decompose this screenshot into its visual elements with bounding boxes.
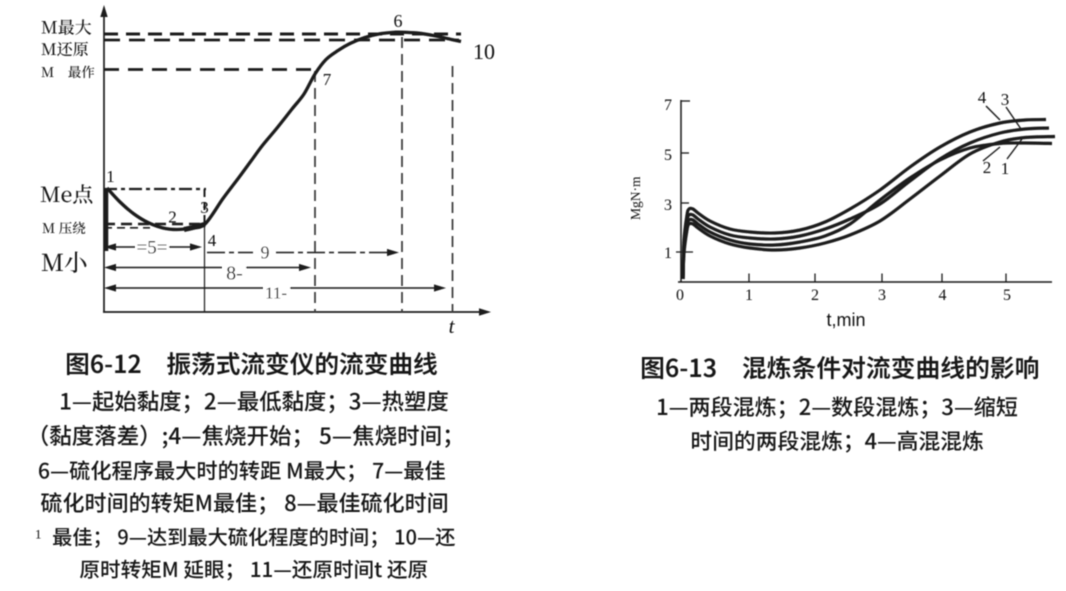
svg-text:1: 1 <box>106 167 115 186</box>
svg-text:5: 5 <box>1003 287 1011 304</box>
svg-text:2: 2 <box>168 208 177 227</box>
svg-text:t: t <box>449 314 456 338</box>
svg-text:7: 7 <box>323 70 332 89</box>
svg-text:1: 1 <box>745 287 753 304</box>
svg-text:MgN·m: MgN·m <box>628 176 643 220</box>
svg-text:6: 6 <box>394 11 403 31</box>
svg-text:4: 4 <box>208 231 217 250</box>
svg-text:8-: 8- <box>226 263 243 285</box>
svg-text:5: 5 <box>664 147 672 164</box>
svg-text:4: 4 <box>978 88 987 107</box>
svg-text:2: 2 <box>811 287 819 304</box>
svg-text:3: 3 <box>664 197 672 214</box>
svg-text:0: 0 <box>676 287 684 304</box>
svg-text:2: 2 <box>983 158 992 177</box>
svg-text:3: 3 <box>200 198 209 217</box>
svg-text:3: 3 <box>878 287 886 304</box>
svg-text:3: 3 <box>1001 90 1010 109</box>
svg-text:7: 7 <box>664 97 672 114</box>
svg-text:1: 1 <box>35 527 42 542</box>
svg-text:=5=: =5= <box>137 238 168 259</box>
svg-text:1: 1 <box>1001 159 1010 178</box>
svg-text:11-: 11- <box>265 284 287 303</box>
svg-text:1: 1 <box>664 245 672 262</box>
svg-text:4: 4 <box>939 287 947 304</box>
svg-text:10: 10 <box>473 39 495 64</box>
svg-text:t,min: t,min <box>826 310 865 330</box>
svg-text:9: 9 <box>261 243 270 263</box>
